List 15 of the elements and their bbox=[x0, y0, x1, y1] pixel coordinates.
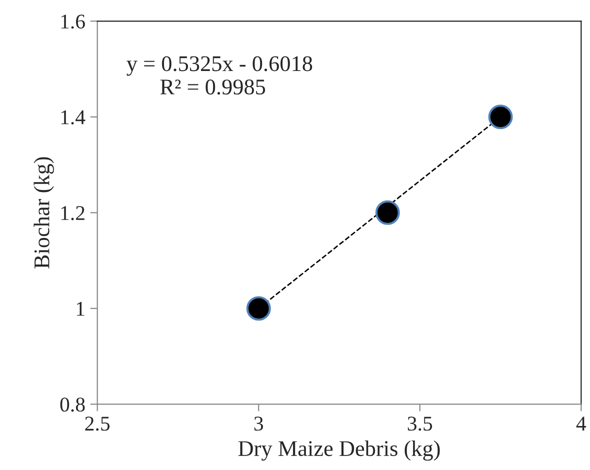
point bbox=[488, 104, 513, 130]
x-tick-label: 4 bbox=[576, 416, 586, 430]
y-tick-label: 1.4 bbox=[61, 110, 86, 124]
x-tick-label: 3.5 bbox=[408, 416, 432, 431]
point bbox=[246, 296, 271, 321]
x-axis-title: Dry Maize Debris (kg) bbox=[238, 440, 440, 461]
y-tick-label: 1 bbox=[76, 302, 84, 316]
y-tick-label: 1.6 bbox=[61, 14, 85, 29]
point bbox=[375, 200, 400, 225]
x-tick-label: 3 bbox=[254, 416, 264, 431]
y-tick-label: 1.2 bbox=[61, 206, 84, 220]
y-axis-title: Biochar (kg) bbox=[34, 157, 54, 268]
x-tick-label: 2.5 bbox=[85, 416, 110, 431]
annotation: y = 0.5325x - 0.6018 R² = 0.9985 bbox=[126, 56, 312, 95]
y-tick-label: 0.8 bbox=[60, 398, 85, 412]
